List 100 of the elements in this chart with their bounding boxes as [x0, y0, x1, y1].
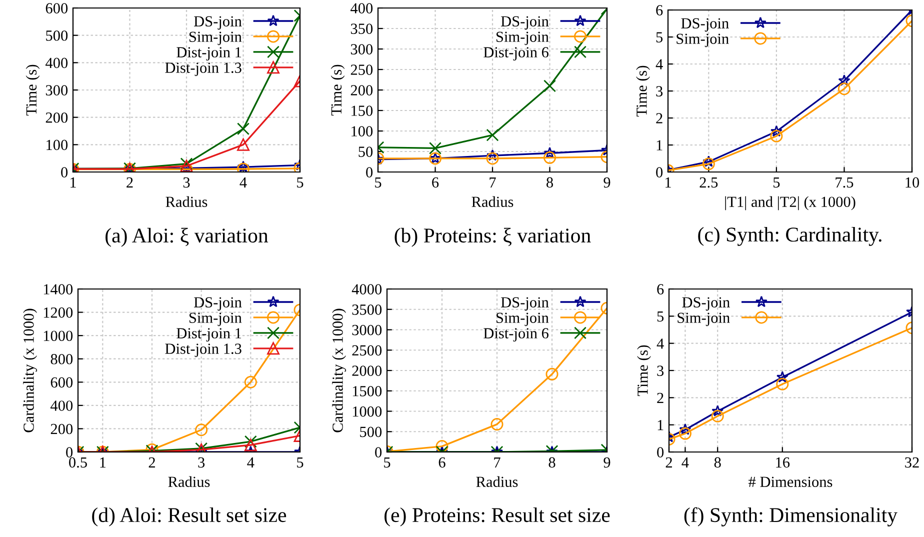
y-axis-title: Time (s)	[330, 64, 345, 116]
x-tick-label: 8	[714, 457, 721, 468]
x-tick-label: 7	[494, 457, 500, 468]
y-tick-label: 0	[66, 447, 73, 458]
x-tick-label: 1	[100, 457, 106, 468]
text: (c) Synth: Cardinality.	[698, 226, 882, 246]
y-tick-label: 500	[360, 426, 382, 438]
y-tick-label: 0	[656, 167, 663, 178]
legend-label: DS-join	[682, 297, 730, 311]
y-tick-label: 4	[656, 338, 664, 349]
x-tick-label: 9	[604, 457, 610, 468]
x-tick-label: 3	[183, 177, 190, 188]
legend-label: Dist-join 6	[484, 328, 548, 342]
y-tick-label: 150	[352, 106, 373, 116]
legend-label: Dist-join 1	[176, 328, 242, 342]
y-tick-label: 1	[656, 140, 662, 150]
y-tick-label: 500	[46, 30, 68, 41]
y-tick-label: 2	[657, 392, 664, 403]
y-tick-label: 200	[46, 112, 68, 123]
y-tick-label: 1000	[352, 406, 382, 417]
x-tick-label: 2	[666, 457, 672, 468]
y-tick-label: 600	[46, 3, 68, 14]
y-tick-label: 3000	[352, 324, 382, 336]
y-tick-label: 0	[61, 167, 68, 178]
y-tick-label: 3	[656, 86, 663, 96]
x-tick-label: 5	[384, 457, 390, 468]
legend-label: Sim-join	[496, 312, 549, 326]
y-tick-label: 6	[657, 284, 664, 294]
y-tick-label: 0	[375, 447, 382, 458]
y-tick-label: 1200	[44, 307, 73, 318]
y-tick-label: 5	[657, 311, 664, 322]
y-tick-label: 4	[656, 59, 663, 70]
x-axis-title: Radius	[168, 476, 210, 488]
y-tick-label: 1	[658, 420, 664, 430]
legend-label: Dist-join 6	[484, 47, 548, 61]
y-tick-label: 0	[657, 447, 664, 458]
y-tick-label: 300	[350, 44, 373, 54]
legend-label: Sim-join	[496, 32, 549, 46]
y-tick-label: 600	[50, 377, 73, 388]
y-axis-title: Time (s)	[636, 66, 650, 117]
legend-label: DS-join	[501, 16, 549, 30]
y-tick-label: 800	[50, 354, 73, 364]
x-tick-label: 7.5	[836, 177, 854, 188]
y-tick-label: 0	[366, 167, 373, 178]
x-tick-label: 6	[432, 177, 439, 188]
legend-label: Sim-join	[678, 312, 730, 326]
y-tick-label: 200	[350, 85, 373, 96]
text: (b) Proteins: ξ variation	[394, 228, 591, 247]
y-tick-label: 1400	[44, 284, 73, 294]
y-tick-label: 6	[656, 5, 663, 16]
x-tick-label: 16	[776, 457, 790, 468]
x-tick-label: 9	[604, 177, 610, 188]
x-tick-label: 32	[905, 457, 919, 468]
y-tick-label: 350	[350, 24, 373, 34]
y-axis-title: Cardinality (x 1000)	[23, 308, 38, 432]
x-axis-title: Radius	[166, 196, 208, 208]
x-tick-label: 4	[682, 457, 689, 468]
x-tick-label: 3	[198, 457, 205, 468]
text: (f) Synth: Dimensionality	[684, 507, 898, 526]
text: (e) Proteins: Result set size	[384, 507, 610, 526]
y-tick-label: 2	[656, 113, 662, 124]
y-tick-label: 4000	[352, 284, 382, 294]
legend-label: Dist-join 1	[176, 47, 242, 61]
y-tick-label: 200	[50, 424, 73, 434]
x-tick-label: 1	[666, 177, 671, 188]
y-tick-label: 100	[352, 126, 373, 136]
x-axis-title: Radius	[476, 476, 518, 488]
y-tick-label: 250	[350, 64, 373, 75]
y-tick-label: 2000	[352, 366, 382, 376]
legend-label: DS-join	[681, 18, 729, 32]
x-tick-label: 4	[240, 177, 247, 188]
x-tick-label: 2	[148, 457, 155, 468]
x-tick-label: 8	[546, 177, 553, 188]
y-tick-label: 400	[350, 3, 373, 14]
x-tick-label: 0.5	[69, 457, 87, 468]
legend-label: Sim-join	[189, 32, 242, 46]
text: (d) Aloi: Result set size	[92, 507, 286, 526]
x-tick-label: 2.5	[700, 177, 718, 188]
y-tick-label: 400	[50, 400, 73, 411]
legend-label: Sim-join	[189, 312, 242, 326]
x-axis-title: |T1| and |T2| (x 1000)	[725, 196, 856, 210]
y-axis-title: Time (s)	[26, 64, 40, 116]
legend-label: DS-join	[194, 297, 242, 311]
x-axis-title: Radius	[472, 196, 514, 208]
x-axis-title: # Dimensions	[748, 476, 832, 488]
y-tick-label: 300	[46, 85, 68, 96]
y-tick-label: 3500	[352, 304, 382, 315]
x-tick-label: 2	[126, 177, 133, 188]
x-tick-label: 4	[247, 457, 254, 468]
legend-label: Dist-join 1.3	[165, 344, 242, 358]
y-tick-label: 5	[656, 32, 663, 42]
x-tick-label: 8	[548, 457, 556, 468]
y-tick-label: 3	[657, 366, 664, 376]
text: (a) Aloi: ξ variation	[106, 228, 268, 247]
legend-label: DS-join	[194, 16, 242, 30]
legend-label: DS-join	[501, 297, 549, 311]
legend-label: Dist-join 1.3	[165, 62, 242, 76]
y-axis-title: Cardinality (x 1000)	[332, 308, 346, 432]
legend-label: Sim-join	[676, 34, 729, 48]
y-tick-label: 50	[358, 146, 373, 157]
